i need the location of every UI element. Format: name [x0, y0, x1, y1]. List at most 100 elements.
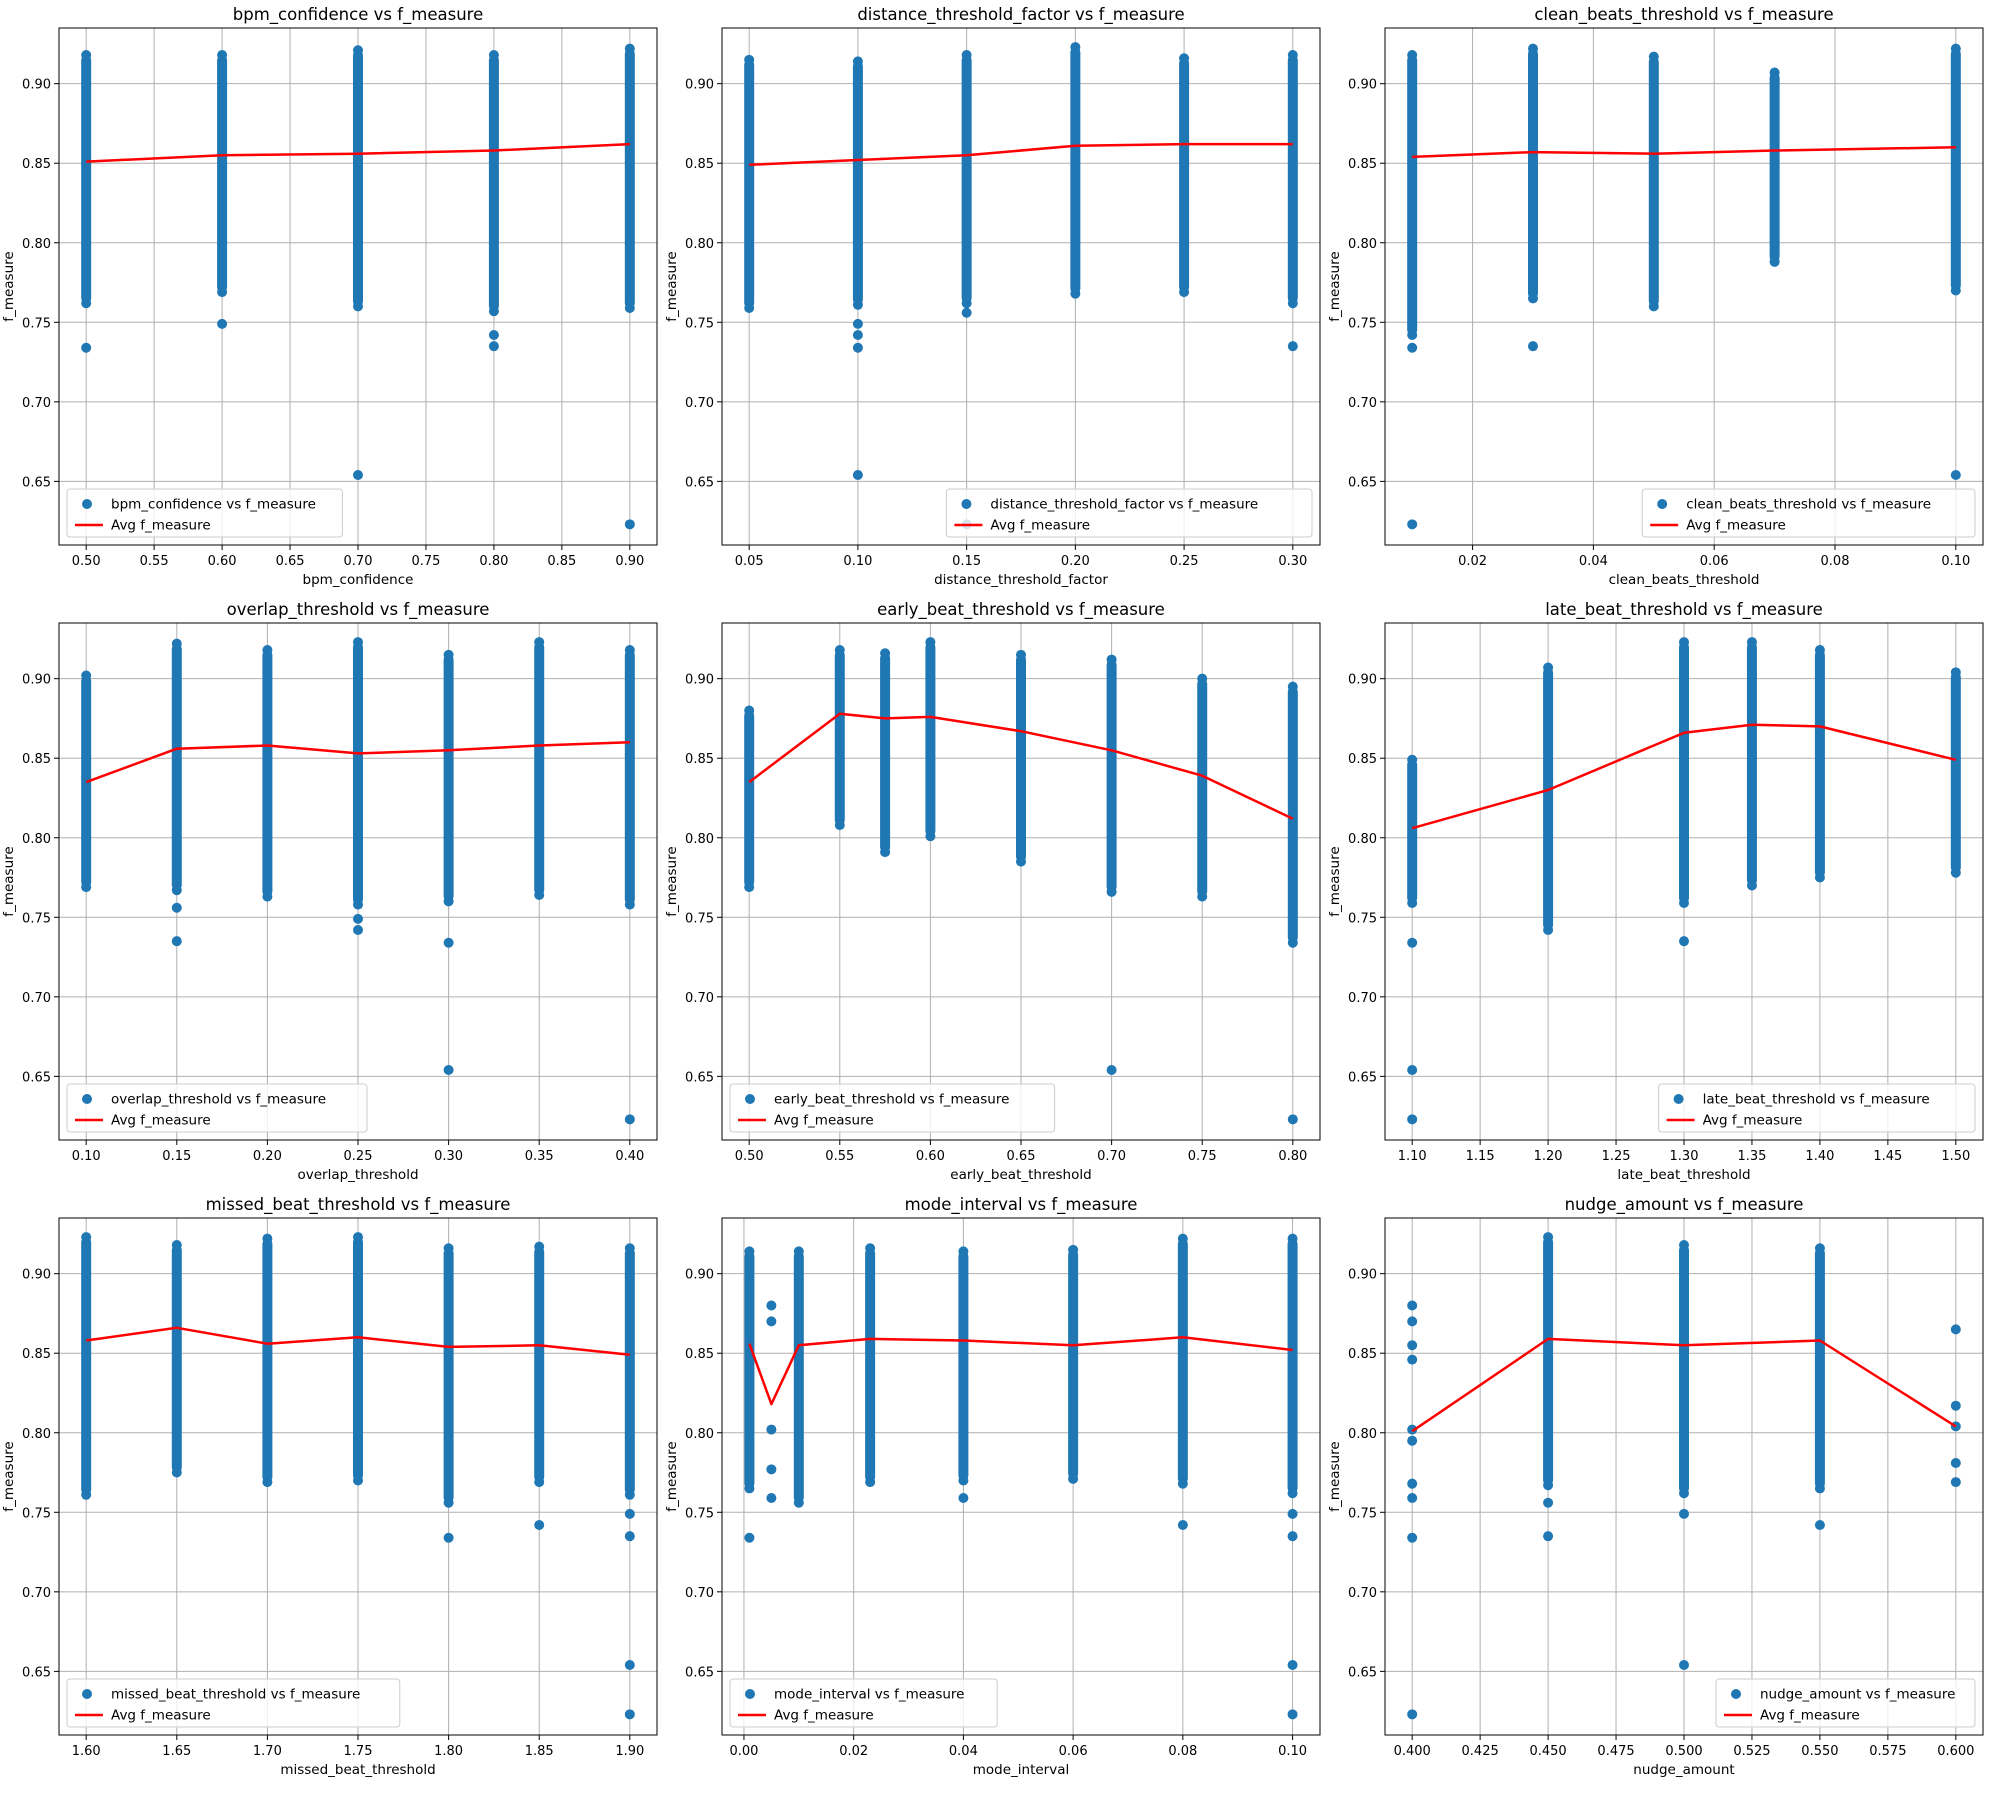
scatter-point	[1016, 856, 1026, 867]
x-tick-label: 1.25	[1602, 1149, 1631, 1164]
legend-label: Avg f_measure	[990, 518, 1090, 534]
y-tick-label: 0.65	[685, 1070, 714, 1085]
scatter-point	[1543, 662, 1554, 673]
scatter-point	[1679, 897, 1689, 908]
scatter-point	[1814, 1243, 1825, 1254]
legend: missed_beat_threshold vs f_measure Avg f_…	[66, 1678, 401, 1728]
scatter-point	[488, 306, 499, 317]
legend-label: Avg f_measure	[1703, 1113, 1803, 1129]
y-tick-label: 0.70	[685, 1586, 714, 1601]
scatter-point	[1407, 1532, 1418, 1543]
legend-label: bpm_confidence vs f_measure	[111, 497, 316, 513]
scatter-column	[81, 55, 92, 304]
x-tick-label: 0.80	[1278, 1149, 1307, 1164]
scatter-point	[1543, 1232, 1554, 1243]
y-tick-label: 0.70	[685, 396, 714, 411]
x-tick-label: 0.75	[411, 554, 440, 569]
scatter-point	[1543, 1531, 1554, 1542]
x-tick-label: 0.425	[1462, 1744, 1499, 1759]
scatter-point	[744, 302, 755, 313]
subplot-3: 0.02 0.04 0.06 0.08 0.10 0.65 0.70 0.75 0.80 0.85…	[1327, 5, 1984, 588]
scatter-point	[171, 936, 182, 947]
scatter-point	[171, 902, 182, 913]
y-tick-label: 0.80	[1348, 832, 1377, 847]
scatter-point	[1287, 1660, 1298, 1671]
y-tick-label: 0.85	[685, 752, 714, 767]
scatter-point	[766, 1464, 777, 1475]
y-axis-label: f_measure	[1, 846, 17, 916]
scatter-point	[534, 1241, 545, 1252]
scatter-point	[961, 298, 972, 309]
scatter-point	[262, 891, 273, 902]
scatter-point	[1679, 637, 1689, 648]
x-tick-label: 0.15	[162, 1149, 191, 1164]
scatter-point	[353, 470, 363, 481]
x-tick-label: 1.50	[1941, 1149, 1970, 1164]
scatter-point	[852, 299, 863, 310]
scatter-point	[217, 50, 228, 61]
scatter-point	[958, 1246, 969, 1257]
scatter-column	[534, 642, 545, 896]
x-tick-label: 0.08	[1821, 554, 1850, 569]
y-axis-label: f_measure	[1327, 846, 1343, 916]
scatter-point	[624, 1709, 635, 1720]
scatter-point	[624, 1508, 635, 1519]
scatter-point	[793, 1246, 804, 1257]
scatter-point	[1179, 287, 1190, 298]
scatter-point	[1070, 288, 1081, 299]
scatter-point	[1769, 67, 1780, 78]
legend-label: missed_beat_threshold vs f_measure	[111, 1687, 360, 1703]
y-tick-label: 0.85	[22, 752, 51, 767]
legend-label: late_beat_threshold vs f_measure	[1703, 1092, 1930, 1108]
scatter-point	[1287, 1233, 1298, 1244]
scatter-column	[1407, 55, 1418, 336]
scatter-point	[1950, 867, 1961, 878]
chart-title: missed_beat_threshold vs f_measure	[206, 1195, 511, 1215]
y-tick-label: 0.80	[685, 237, 714, 252]
y-tick-label: 0.75	[22, 911, 51, 926]
scatter-point	[834, 820, 845, 831]
legend: clean_beats_threshold vs f_measure Avg f_…	[1641, 488, 1976, 538]
x-tick-label: 1.40	[1805, 1149, 1834, 1164]
scatter-series	[744, 1233, 1298, 1720]
x-tick-label: 0.80	[479, 554, 508, 569]
y-tick-label: 0.75	[22, 316, 51, 331]
scatter-point	[766, 1424, 777, 1435]
scatter-point	[1407, 1300, 1418, 1311]
scatter-series	[1407, 43, 1961, 530]
scatter-point	[1407, 50, 1418, 61]
scatter-point	[1950, 43, 1961, 54]
x-tick-label: 0.20	[253, 1149, 282, 1164]
scatter-point	[1287, 50, 1298, 61]
scatter-point	[443, 1532, 454, 1543]
x-tick-label: 0.65	[276, 554, 305, 569]
scatter-point	[81, 298, 92, 309]
scatter-column	[262, 650, 273, 897]
y-axis-label: f_measure	[664, 251, 680, 321]
scatter-point	[1746, 880, 1757, 891]
scatter-series	[81, 1232, 635, 1720]
scatter-point	[961, 307, 972, 318]
scatter-column	[443, 654, 454, 902]
scatter-point	[1068, 1244, 1079, 1255]
y-tick-label: 0.85	[685, 157, 714, 172]
x-tick-label: 0.35	[525, 1149, 554, 1164]
legend-marker	[82, 499, 92, 509]
scatter-column	[865, 1248, 876, 1483]
scatter-point	[353, 925, 363, 936]
scatter-point	[1287, 1531, 1298, 1542]
y-tick-label: 0.75	[685, 911, 714, 926]
y-tick-label: 0.80	[685, 832, 714, 847]
scatter-point	[443, 896, 454, 907]
legend-marker	[961, 499, 972, 509]
scatter-point	[624, 899, 635, 910]
scatter-point	[1527, 293, 1538, 304]
subplot-1: 0.50 0.55 0.60 0.65 0.70 0.75 0.80 0.85 0.90 0.65…	[1, 5, 658, 588]
legend-label: early_beat_threshold vs f_measure	[774, 1092, 1009, 1108]
x-tick-label: 0.10	[843, 554, 872, 569]
x-tick-label: 0.10	[72, 1149, 101, 1164]
scatter-point	[488, 330, 499, 341]
scatter-point	[1287, 1114, 1298, 1125]
x-tick-label: 1.60	[72, 1744, 101, 1759]
scatter-column	[217, 55, 228, 293]
